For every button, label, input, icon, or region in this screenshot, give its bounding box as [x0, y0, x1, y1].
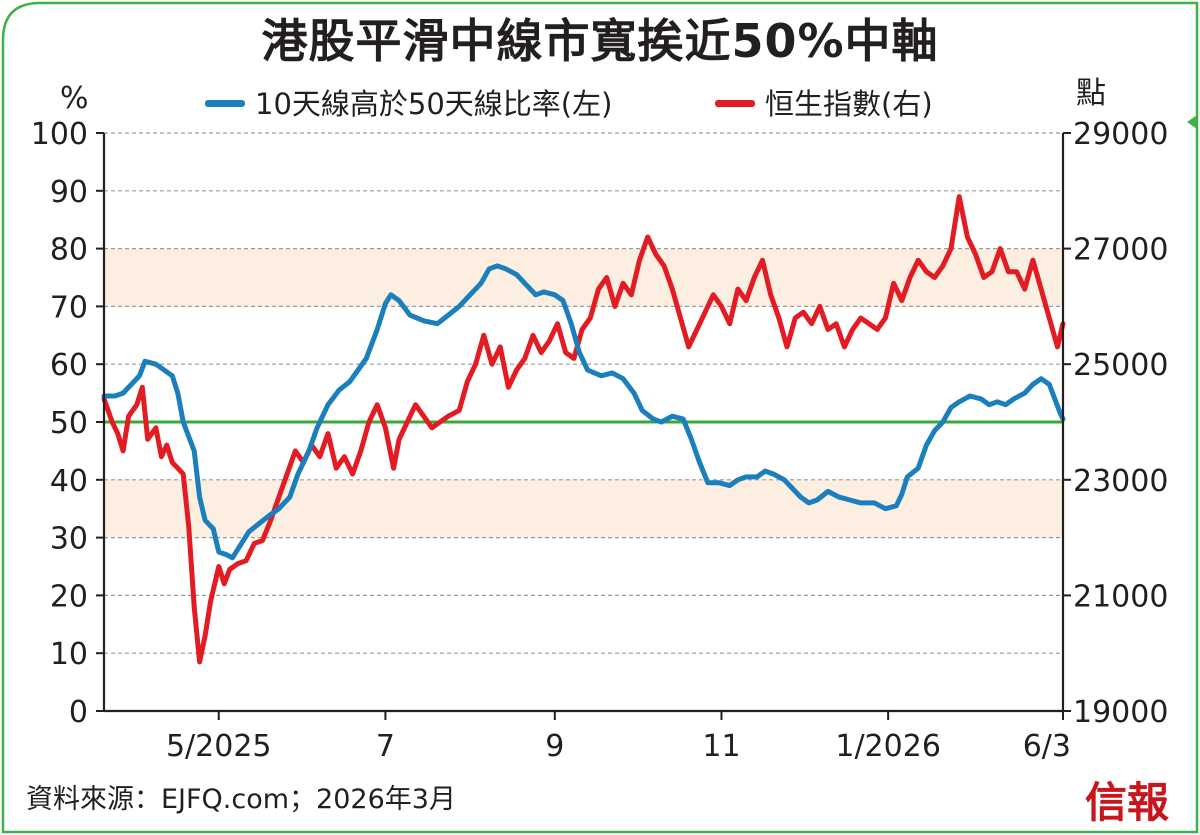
x-tick-label-1: 7	[376, 729, 395, 764]
left-tick-label-70: 70	[50, 290, 88, 325]
right-tick-label-25000: 25000	[1073, 348, 1168, 383]
left-tick-label-50: 50	[50, 406, 88, 441]
legend: 10天線高於50天線比率(左) 恒生指數(右)	[205, 87, 933, 121]
x-axis-ticks: 5/2025 7 9 11 1/2026 6/3	[166, 711, 1071, 764]
legend-swatch-index	[715, 100, 755, 107]
shaded-band-1	[104, 479, 1063, 538]
x-tick-label-4: 1/2026	[835, 729, 941, 764]
shaded-band-0	[104, 248, 1063, 307]
right-tick-label-29000: 29000	[1073, 117, 1168, 152]
series-line-breadth	[101, 263, 1066, 561]
legend-swatch-breadth	[205, 100, 245, 107]
left-axis-ticks: 0 10 20 30 40 50 60 70 80 90 100	[31, 117, 104, 730]
publisher-logo: 信報	[1085, 778, 1169, 827]
left-tick-label-40: 40	[50, 464, 88, 499]
gridlines	[104, 132, 1063, 654]
series-layer	[101, 194, 1066, 665]
right-tick-label-21000: 21000	[1073, 579, 1168, 614]
right-tick-label-27000: 27000	[1073, 233, 1168, 268]
left-tick-label-0: 0	[69, 695, 88, 730]
source-note: 資料來源：EJFQ.com；2026年3月	[26, 784, 456, 815]
frame-corner-notch	[1187, 115, 1197, 129]
right-axis-ticks: 19000 21000 23000 25000 27000 29000	[1063, 117, 1168, 730]
x-tick-label-2: 9	[545, 729, 564, 764]
shaded-bands	[104, 248, 1063, 538]
right-tick-label-19000: 19000	[1073, 695, 1168, 730]
right-tick-label-23000: 23000	[1073, 464, 1168, 499]
left-tick-label-20: 20	[50, 579, 88, 614]
left-tick-label-60: 60	[50, 348, 88, 383]
x-tick-label-3: 11	[702, 729, 740, 764]
x-tick-label-0: 5/2025	[166, 729, 272, 764]
legend-label-index: 恒生指數(右)	[765, 87, 933, 121]
left-axis-unit: %	[60, 81, 89, 116]
left-tick-label-10: 10	[50, 637, 88, 672]
series-line-index	[101, 194, 1066, 665]
left-tick-label-80: 80	[50, 233, 88, 268]
x-tick-label-5: 6/3	[1023, 729, 1071, 764]
left-tick-label-100: 100	[31, 117, 88, 152]
legend-label-breadth: 10天線高於50天線比率(左)	[255, 87, 612, 121]
left-tick-label-90: 90	[50, 175, 88, 210]
chart-title: 港股平滑中線市寬挨近50%中軸	[261, 14, 938, 68]
right-axis-unit: 點	[1076, 76, 1106, 111]
left-tick-label-30: 30	[50, 522, 88, 557]
